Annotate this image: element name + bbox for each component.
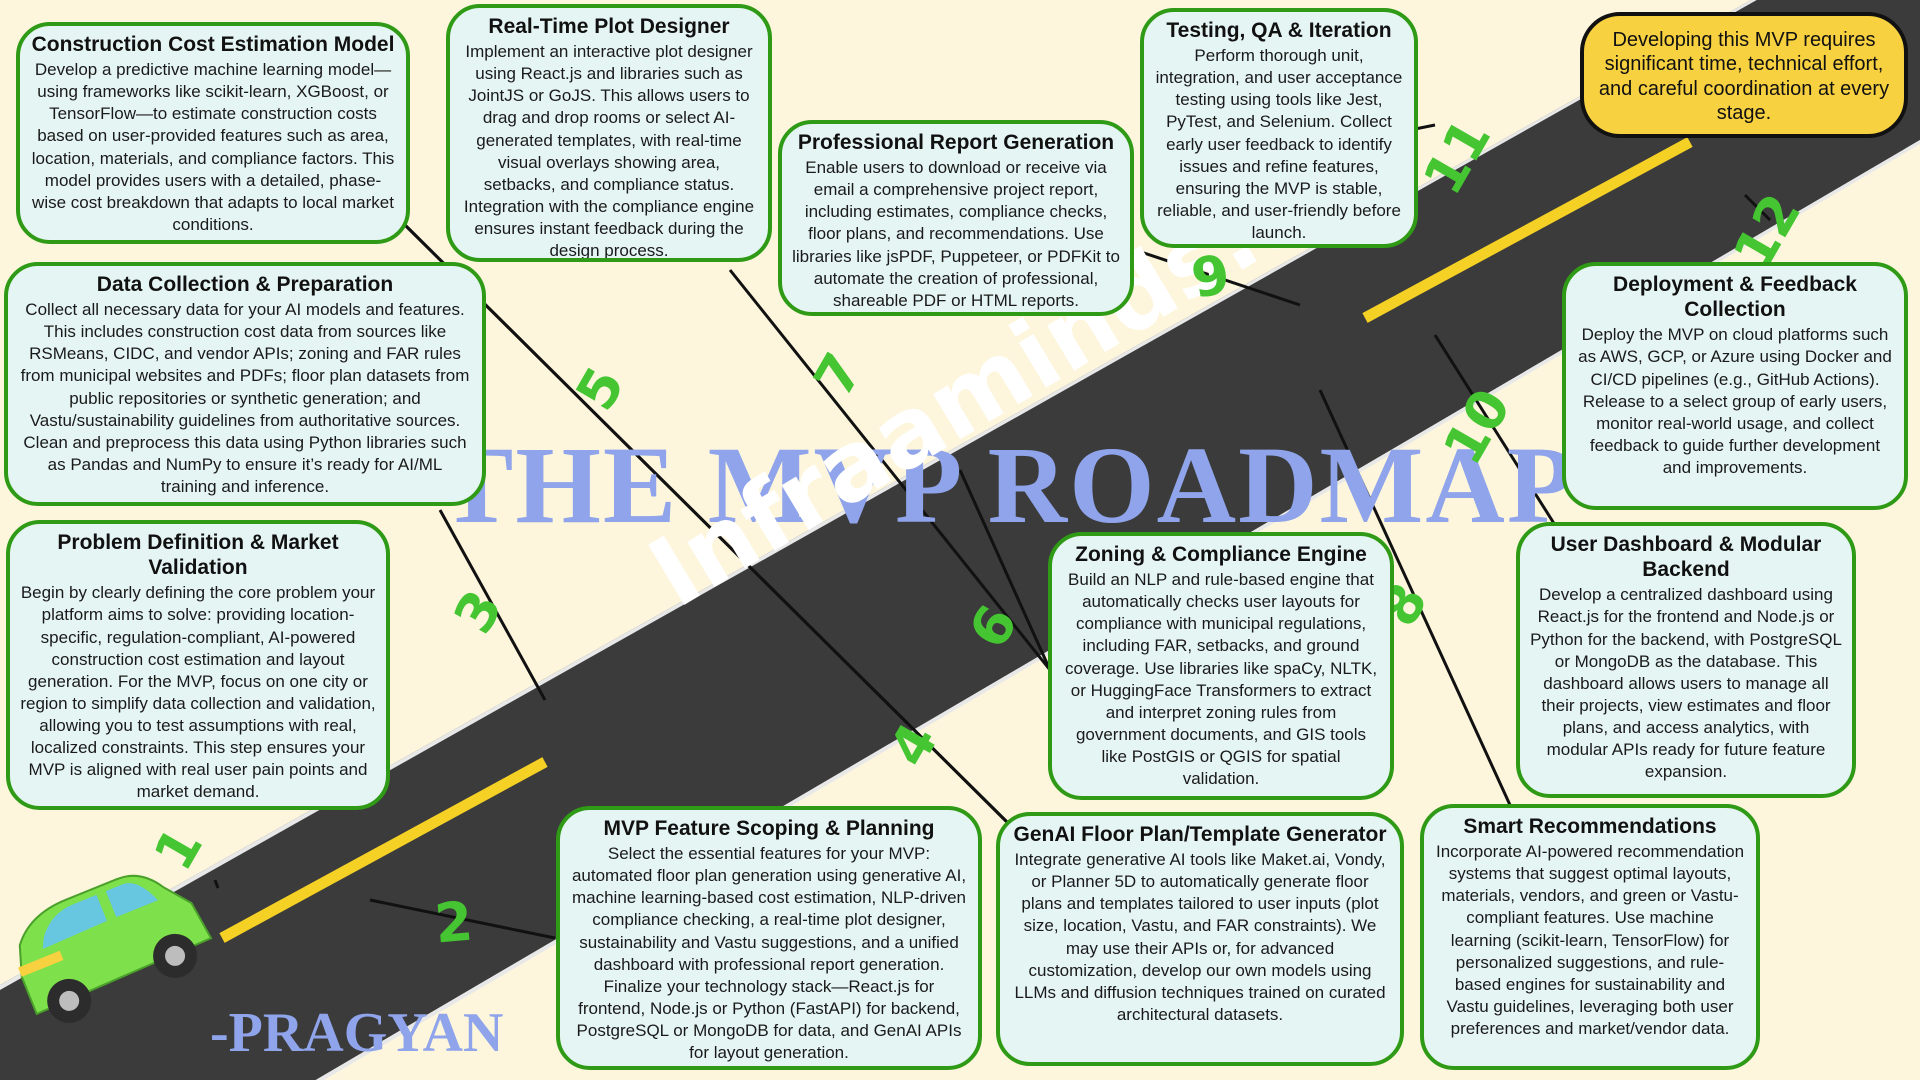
step-title: GenAI Floor Plan/Template Generator — [1013, 823, 1387, 846]
connector-2 — [369, 898, 556, 940]
step-title: Real-Time Plot Designer — [488, 15, 730, 38]
lane-marking — [1362, 137, 1693, 323]
step-title: Problem Definition & Market Validation — [57, 531, 339, 580]
step-title: MVP Feature Scoping & Planning — [603, 817, 935, 840]
step-box-1: Problem Definition & Market Validation B… — [6, 520, 390, 810]
mvp-note: Developing this MVP requires significant… — [1580, 12, 1908, 138]
step-title: User Dashboard & Modular Backend — [1550, 533, 1822, 582]
step-text: Develop a predictive machine learning mo… — [31, 60, 395, 234]
step-text: Incorporate AI-powered recommendation sy… — [1435, 842, 1745, 1038]
roadmap-title: THE MVP ROADMAP — [440, 424, 1577, 546]
step-text: Integrate generative AI tools like Maket… — [1014, 850, 1386, 1024]
step-title: Professional Report Generation — [797, 131, 1115, 154]
step-text: Select the essential features for your M… — [571, 844, 967, 1063]
step-text: Perform thorough unit, integration, and … — [1155, 46, 1403, 242]
step-text: Deploy the MVP on cloud platforms such a… — [1578, 325, 1892, 477]
connector-9 — [1134, 248, 1301, 307]
step-text: Implement an interactive plot designer u… — [463, 42, 755, 261]
step-text: Enable users to download or receive via … — [792, 158, 1120, 310]
step-box-3: Data Collection & Preparation Collect al… — [4, 262, 486, 506]
step-box-5: Construction Cost Estimation Model Devel… — [16, 22, 410, 244]
step-title: Zoning & Compliance Engine — [1075, 543, 1367, 566]
step-text: Build an NLP and rule-based engine that … — [1064, 570, 1378, 789]
step-text: Begin by clearly defining the core probl… — [20, 583, 376, 802]
lane-marking — [219, 757, 548, 943]
author-signature: -PRAGYAN — [210, 1002, 504, 1064]
car-icon — [18, 874, 213, 1023]
step-box-10: User Dashboard & Modular Backend Develop… — [1516, 522, 1856, 798]
step-box-11: Testing, QA & Iteration Perform thorough… — [1140, 8, 1418, 248]
step-text: Collect all necessary data for your AI m… — [20, 300, 470, 496]
step-number-2: 2 — [432, 889, 476, 956]
connector-1 — [213, 879, 220, 889]
connector-12 — [1743, 193, 1772, 222]
connector-7 — [728, 269, 1052, 671]
step-box-7: Real-Time Plot Designer Implement an int… — [446, 4, 772, 262]
connector-8 — [1318, 389, 1512, 806]
step-box-8: Smart Recommendations Incorporate AI-pow… — [1420, 804, 1760, 1070]
connector-10 — [1433, 334, 1557, 526]
step-title: Deployment & Feedback Collection — [1613, 273, 1857, 322]
step-text: Develop a centralized dashboard using Re… — [1530, 585, 1842, 782]
step-box-4: GenAI Floor Plan/Template Generator Inte… — [996, 812, 1404, 1066]
step-title: Testing, QA & Iteration — [1166, 19, 1392, 42]
step-box-12: Deployment & Feedback Collection Deploy … — [1562, 262, 1908, 510]
step-box-9: Professional Report Generation Enable us… — [778, 120, 1134, 316]
step-box-2: MVP Feature Scoping & Planning Select th… — [556, 806, 982, 1070]
step-title: Data Collection & Preparation — [96, 273, 394, 296]
connector-3 — [438, 509, 547, 701]
connector-5 — [403, 223, 1012, 827]
step-title: Construction Cost Estimation Model — [31, 33, 395, 56]
step-box-6: Zoning & Compliance Engine Build an NLP … — [1048, 532, 1394, 800]
step-title: Smart Recommendations — [1463, 815, 1717, 838]
connector-6 — [958, 469, 1052, 671]
